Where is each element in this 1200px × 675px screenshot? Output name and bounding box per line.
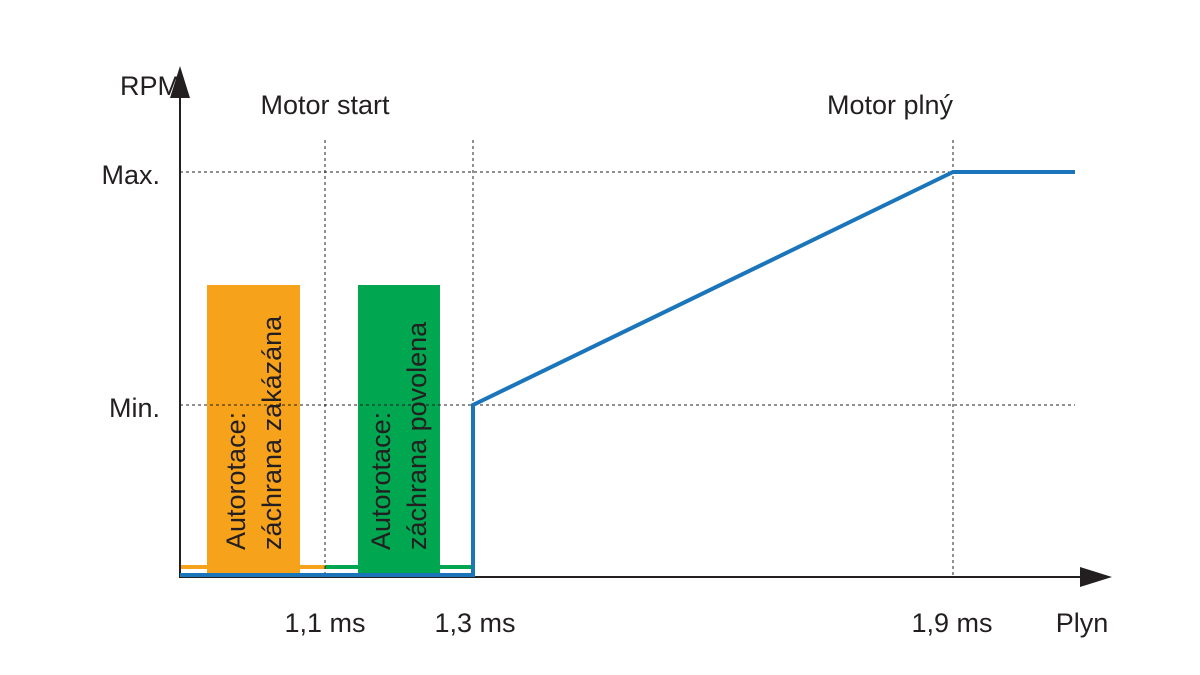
rpm-curve bbox=[180, 170, 1075, 577]
x-label: Plyn bbox=[1056, 608, 1109, 638]
x-mark: 1,3 ms bbox=[434, 608, 515, 638]
level-label: Max. bbox=[101, 160, 160, 190]
box-text: Autorotace: bbox=[366, 412, 396, 550]
y-label: RPM bbox=[120, 71, 180, 101]
zone-label: Motor plný bbox=[827, 90, 954, 120]
x-mark: 1,1 ms bbox=[284, 608, 365, 638]
orange-box bbox=[207, 285, 300, 575]
zone-label: Motor start bbox=[260, 90, 390, 120]
y-arrow bbox=[170, 66, 190, 98]
box-text: záchrana zakázána bbox=[257, 315, 287, 550]
box-text: Autorotace: bbox=[221, 412, 251, 550]
x-mark: 1,9 ms bbox=[911, 608, 992, 638]
x-arrow bbox=[1080, 567, 1112, 587]
level-label: Min. bbox=[109, 393, 160, 423]
green-box bbox=[358, 285, 440, 575]
box-text: záchrana povolena bbox=[402, 321, 432, 550]
